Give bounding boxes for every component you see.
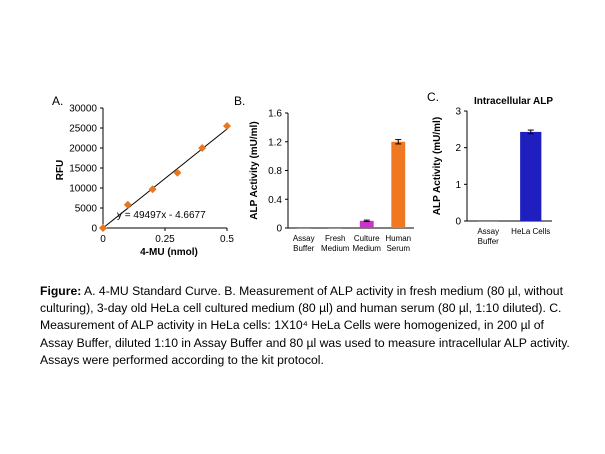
y-tick-label: 15000 <box>69 164 97 175</box>
x-category-label: HeLa Cells <box>511 227 550 236</box>
x-tick-label: 0.25 <box>155 234 175 245</box>
x-category-label: Medium <box>321 244 350 253</box>
y-tick-label: 0 <box>455 217 461 228</box>
y-tick-label: 1.2 <box>268 137 282 148</box>
y-tick-label: 10000 <box>69 184 97 195</box>
y-tick-label: 3 <box>455 107 461 118</box>
y-tick-label: 5000 <box>75 204 98 215</box>
caption-lead: Figure: <box>40 284 82 298</box>
standard-curve-chart: 0 5000 10000 15000 20000 25000 30000 0 0.25 0.5 4-… <box>55 104 234 259</box>
y-tick-label: 0.8 <box>268 166 282 177</box>
chart-title: Intracellular ALP <box>474 96 553 107</box>
x-category-label: Medium <box>353 244 382 253</box>
data-point <box>198 144 207 152</box>
panel-c: C. 0 1 2 3 Assay Buffer HeLa Cells ALP Activity… <box>427 90 553 246</box>
y-axis-title: RFU <box>55 160 66 181</box>
y-tick-label: 0.4 <box>268 195 282 206</box>
y-tick-label: 0 <box>276 224 282 235</box>
y-tick-label: 2 <box>455 143 461 154</box>
figure-caption: Figure: A. 4-MU Standard Curve. B. Measu… <box>40 283 570 369</box>
data-point <box>223 122 231 130</box>
bar <box>359 220 374 228</box>
panel-c-letter: C. <box>427 90 439 104</box>
bar <box>391 141 406 228</box>
y-tick-label: 20000 <box>69 144 97 155</box>
data-point <box>99 224 107 232</box>
data-point <box>173 168 182 177</box>
trendline-equation: y = 49497x - 4.6677 <box>117 210 206 221</box>
x-category-label: Culture <box>354 234 380 243</box>
data-point <box>123 200 132 209</box>
y-tick-label: 1.6 <box>268 109 282 120</box>
x-category-label: Buffer <box>293 244 315 253</box>
y-tick-label: 1 <box>455 180 461 191</box>
x-tick-label: 0.5 <box>220 234 234 245</box>
x-category-label: Assay <box>477 227 499 236</box>
panel-a: A. 0 5000 10000 15000 20000 25000 30000 0 0.25 0.… <box>52 94 234 259</box>
y-tick-label: 0 <box>91 224 97 235</box>
x-category-label: Buffer <box>478 237 500 246</box>
alp-activity-chart: 00.40.81.21.6AssayBufferFreshMediumCultu… <box>249 109 414 253</box>
caption-text: A. 4-MU Standard Curve. B. Measurement o… <box>40 284 570 367</box>
bar <box>296 228 311 229</box>
x-axis-title: 4-MU (nmol) <box>140 247 198 258</box>
x-category-label: Human <box>385 234 411 243</box>
bar <box>477 221 499 222</box>
y-tick-label: 30000 <box>69 104 97 115</box>
x-category-label: Assay <box>293 234 315 243</box>
trendline <box>102 128 228 229</box>
y-axis-title: ALP Activity (mU/ml) <box>432 117 443 215</box>
bar <box>520 131 542 221</box>
x-category-label: Serum <box>386 244 410 253</box>
bar <box>328 228 343 229</box>
y-axis-title: ALP Activity (mU/ml) <box>249 121 260 219</box>
panel-a-letter: A. <box>52 94 64 108</box>
x-tick-label: 0 <box>100 234 106 245</box>
x-category-label: Fresh <box>325 234 345 243</box>
panel-b: B. 0 0.4 0.8 1.2 1.6 Assay Buffer Fresh Medium Cu… <box>234 94 414 253</box>
data-point <box>148 185 157 194</box>
panel-b-letter: B. <box>234 94 246 108</box>
y-tick-label: 25000 <box>69 124 97 135</box>
